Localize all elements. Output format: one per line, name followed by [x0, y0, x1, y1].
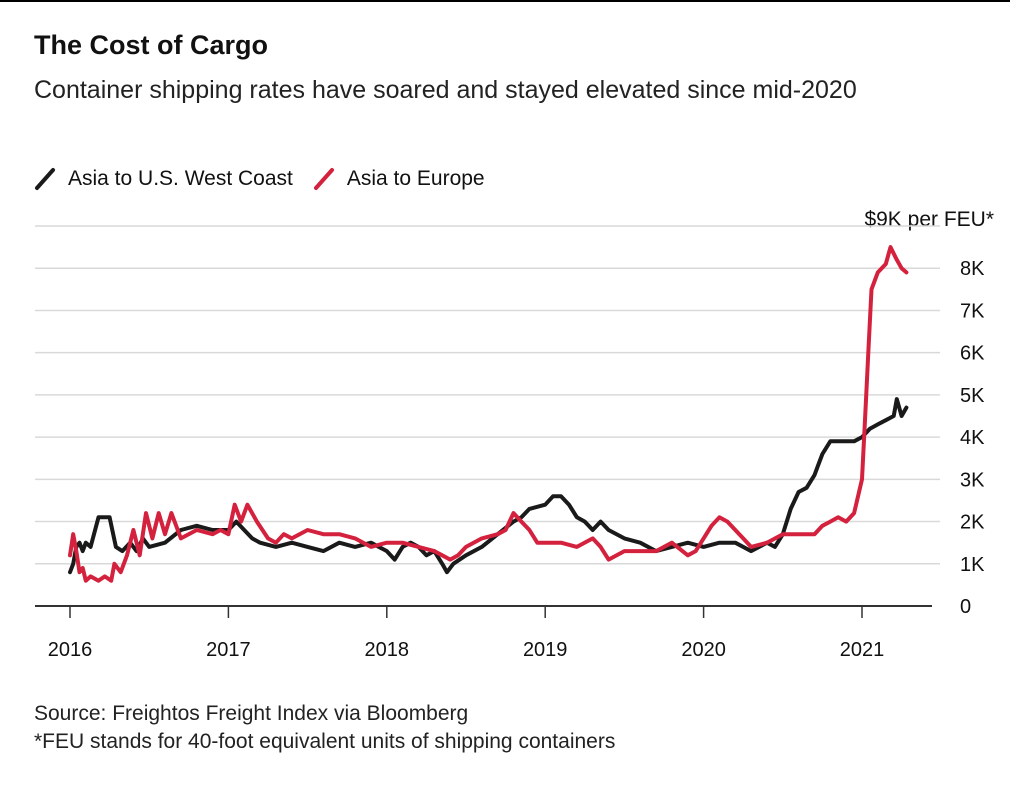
x-tick-label: 2021 [840, 639, 885, 661]
y-tick-label: 6K [960, 343, 985, 365]
y-tick-label: 1K [960, 554, 985, 576]
top-rule [0, 0, 1010, 2]
y-tick-label: 7K [960, 300, 985, 322]
y-tick-label: 8K [960, 258, 985, 280]
legend: Asia to U.S. West Coast Asia to Europe [34, 164, 505, 194]
footer: Source: Freightos Freight Index via Bloo… [34, 700, 615, 756]
y-tick-label: 3K [960, 469, 985, 491]
x-tick-label: 2020 [681, 639, 726, 661]
x-tick-label: 2018 [365, 639, 410, 661]
series-line-europe [68, 245, 909, 583]
legend-label-us-west-coast: Asia to U.S. West Coast [68, 167, 293, 190]
x-tick-labels: 2016 2017 2018 2019 2020 2021 [48, 639, 885, 661]
gridlines [35, 225, 940, 565]
legend-item-europe: Asia to Europe [313, 167, 485, 191]
y-tick-label: 0 [960, 596, 971, 618]
x-tick-label: 2017 [206, 639, 251, 661]
chart-subtitle: Container shipping rates have soared and… [34, 76, 857, 104]
series-line-us-west-coast [68, 397, 909, 575]
legend-item-us-west-coast: Asia to U.S. West Coast [34, 167, 293, 191]
legend-label-europe: Asia to Europe [346, 167, 485, 190]
series-lines [68, 245, 909, 583]
legend-swatch-us-west-coast [35, 168, 55, 190]
footnote: *FEU stands for 40-foot equivalent units… [34, 730, 616, 753]
y-tick-label: 5K [960, 385, 985, 407]
y-tick-label: 4K [960, 427, 985, 449]
y-tick-labels: 0 1K 2K 3K 4K 5K 6K 7K 8K [960, 258, 985, 618]
y-tick-label: 2K [960, 512, 985, 534]
x-axis [35, 605, 932, 618]
source-note: Source: Freightos Freight Index via Bloo… [34, 702, 469, 725]
chart-title: The Cost of Cargo [34, 30, 268, 60]
x-tick-label: 2016 [48, 639, 93, 661]
x-tick-label: 2019 [523, 639, 568, 661]
legend-swatch-europe [313, 168, 334, 190]
